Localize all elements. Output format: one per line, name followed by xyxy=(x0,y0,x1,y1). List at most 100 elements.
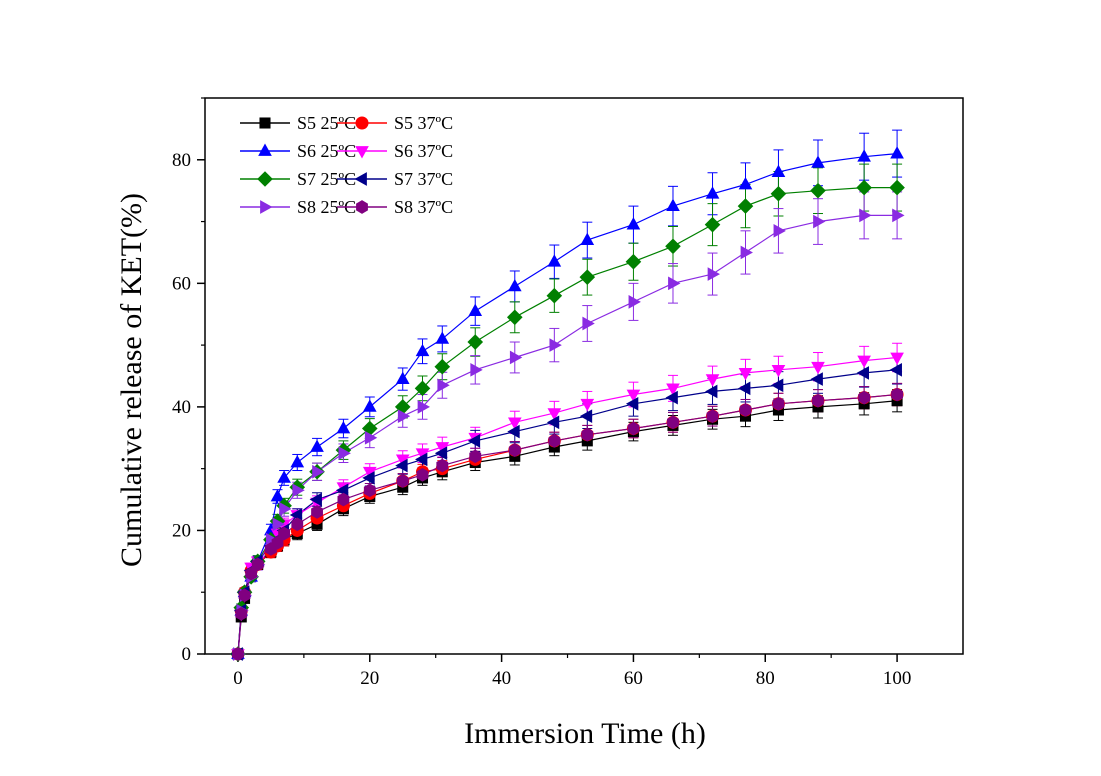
data-point-s7-37-c xyxy=(889,362,902,377)
legend-item-s7-37-c: S7 37ºC xyxy=(337,169,453,189)
data-point-s8-25-c xyxy=(292,483,305,498)
data-point-s8-37-c xyxy=(739,403,752,417)
data-point-s7-37-c xyxy=(856,366,870,380)
data-point-s8-25-c xyxy=(707,267,721,281)
x-tick-label: 40 xyxy=(492,668,511,689)
data-point-s6-37-c xyxy=(547,408,562,421)
legend-label: S8 25ºC xyxy=(297,197,356,217)
data-point-s7-25-c xyxy=(856,179,872,196)
data-point-s8-37-c xyxy=(235,607,248,621)
data-point-s8-25-c xyxy=(312,464,325,479)
data-point-s8-25-c xyxy=(859,208,872,223)
data-point-s8-25-c xyxy=(549,338,562,352)
data-point-s6-37-c xyxy=(890,352,904,365)
data-point-s8-25-c xyxy=(397,409,411,423)
y-tick-label: 20 xyxy=(172,520,191,541)
data-point-s7-37-c xyxy=(810,372,823,386)
data-point-s8-37-c xyxy=(363,483,376,498)
data-point-s6-25-c xyxy=(811,155,825,168)
data-point-s7-37-c xyxy=(415,452,428,467)
data-point-s8-25-c xyxy=(892,208,905,223)
data-point-s7-37-c xyxy=(665,390,678,405)
data-point-s6-37-c xyxy=(626,389,641,403)
legend-marker xyxy=(259,117,271,129)
data-point-s8-37-c xyxy=(337,492,350,507)
x-tick-label: 20 xyxy=(360,668,379,689)
data-point-s8-25-c xyxy=(470,362,483,377)
data-point-s8-37-c xyxy=(667,415,679,430)
data-point-s7-37-c xyxy=(289,508,303,522)
data-point-s8-25-c xyxy=(740,245,753,260)
data-point-s6-25-c xyxy=(890,146,904,159)
data-point-s6-25-c xyxy=(290,455,305,468)
data-point-s7-25-c xyxy=(546,287,563,304)
data-point-s8-37-c xyxy=(891,387,903,402)
y-tick-label: 80 xyxy=(172,150,191,171)
legend-item-s8-37-c: S8 37ºC xyxy=(337,197,453,217)
legend-label: S6 37ºC xyxy=(394,141,453,161)
legend-label: S5 25ºC xyxy=(297,113,356,133)
legend-label: S6 25ºC xyxy=(297,141,356,161)
data-point-s6-37-c xyxy=(857,355,871,369)
data-point-s7-25-c xyxy=(506,309,523,326)
legend-label: S5 37ºC xyxy=(394,113,453,133)
data-point-s8-37-c xyxy=(858,390,871,405)
data-point-s7-25-c xyxy=(770,185,787,202)
y-tick-label: 60 xyxy=(172,273,191,294)
data-point-s6-37-c xyxy=(771,364,786,378)
data-point-s7-25-c xyxy=(665,238,681,255)
axes: 0 20 40 60 80 100 0 20 40 60 80 xyxy=(172,97,964,689)
series-line-s8-25-c xyxy=(237,214,898,655)
data-point-s8-37-c xyxy=(278,526,291,541)
data-point-s8-37-c xyxy=(396,474,409,488)
legend-marker xyxy=(355,146,369,159)
data-point-s8-37-c xyxy=(812,393,824,408)
plot-frame xyxy=(204,97,964,655)
data-point-s6-25-c xyxy=(435,331,450,344)
data-point-s8-25-c xyxy=(582,316,595,331)
data-point-s8-25-c xyxy=(338,446,351,461)
data-point-s8-25-c xyxy=(437,378,450,393)
data-point-s6-37-c xyxy=(395,454,410,467)
data-point-s8-37-c xyxy=(772,396,785,411)
series-line-s7-37-c xyxy=(237,369,898,655)
legend-item-s6-25-c: S6 25ºC xyxy=(240,141,356,161)
data-point-s6-25-c xyxy=(310,439,324,452)
data-point-s7-37-c xyxy=(579,409,593,423)
legend-label: S7 25ºC xyxy=(297,169,356,189)
data-point-s6-25-c xyxy=(277,470,291,483)
legend-marker xyxy=(257,171,273,187)
x-tick-label: 60 xyxy=(624,668,643,689)
data-point-s7-37-c xyxy=(362,471,375,485)
data-point-s7-37-c xyxy=(705,384,718,399)
data-point-s6-25-c xyxy=(395,371,410,384)
y-tick-label: 40 xyxy=(172,397,191,418)
data-point-s7-25-c xyxy=(579,269,596,285)
data-point-s6-25-c xyxy=(468,303,483,317)
series-line-s6-25-c xyxy=(237,153,898,655)
legend-item-s8-25-c: S8 25ºC xyxy=(240,197,356,217)
data-point-s8-37-c xyxy=(706,409,719,423)
data-point-s7-37-c xyxy=(738,381,751,396)
data-point-s6-25-c xyxy=(705,186,720,199)
data-point-s6-25-c xyxy=(857,149,871,162)
data-point-s8-37-c xyxy=(469,449,482,464)
data-point-s6-37-c xyxy=(705,374,720,387)
y-tick-label: 0 xyxy=(182,644,192,665)
data-point-s7-25-c xyxy=(889,179,905,196)
x-tick-label: 100 xyxy=(883,668,912,689)
data-point-s8-25-c xyxy=(364,430,378,445)
legend-label: S7 37ºC xyxy=(394,169,453,189)
legend-item-s6-37-c: S6 37ºC xyxy=(337,141,453,161)
data-point-s8-37-c xyxy=(548,434,561,448)
data-point-s8-37-c xyxy=(508,443,521,457)
data-point-s8-25-c xyxy=(417,400,430,414)
legend: S5 25ºC S5 37ºC S6 25ºC S6 37ºC S7 25ºC S7 37… xyxy=(240,113,453,217)
data-point-s8-37-c xyxy=(627,421,640,436)
data-point-s8-37-c xyxy=(232,647,244,661)
legend-marker xyxy=(356,200,368,214)
data-point-s8-37-c xyxy=(251,557,264,572)
data-point-s6-37-c xyxy=(435,442,450,455)
data-point-s7-37-c xyxy=(507,424,520,439)
